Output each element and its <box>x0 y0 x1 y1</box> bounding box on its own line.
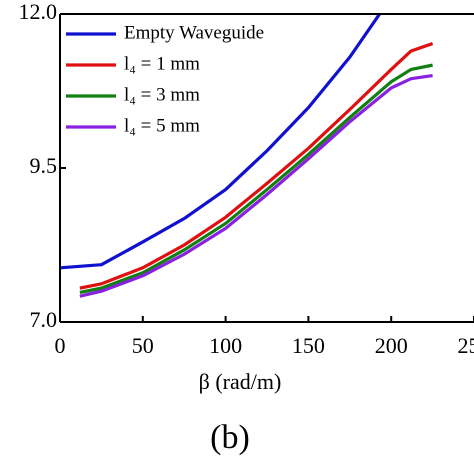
y-tick-label: 12.0 <box>19 0 58 24</box>
line-series <box>79 63 433 295</box>
x-tick-label: 0 <box>55 333 66 358</box>
x-tick-label: 100 <box>209 333 242 358</box>
x-tick-label: 250 <box>458 333 474 358</box>
legend-label: l₄ = 5 mm <box>124 115 200 136</box>
legend-label: Empty Waveguide <box>124 22 264 43</box>
y-tick-label: 7.0 <box>30 307 58 332</box>
line-series <box>79 74 433 298</box>
x-axis-label: β (rad/m) <box>199 369 282 394</box>
caption: (b) <box>210 419 250 456</box>
x-tick-label: 150 <box>292 333 325 358</box>
legend-label: l₄ = 3 mm <box>124 84 200 105</box>
x-tick-label: 50 <box>132 333 154 358</box>
line-series <box>60 14 381 270</box>
legend-label: l₄ = 1 mm <box>124 53 200 74</box>
y-tick-label: 9.5 <box>30 153 58 178</box>
line-series <box>79 42 434 290</box>
x-tick-label: 200 <box>375 333 408 358</box>
